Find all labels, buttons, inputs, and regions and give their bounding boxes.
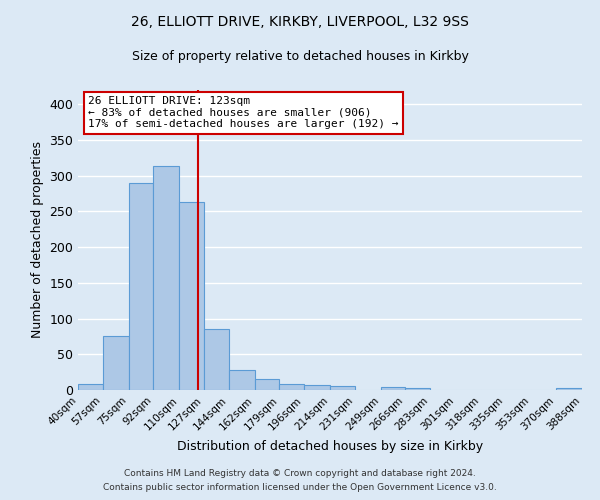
Text: 26 ELLIOTT DRIVE: 123sqm
← 83% of detached houses are smaller (906)
17% of semi-: 26 ELLIOTT DRIVE: 123sqm ← 83% of detach…: [88, 96, 398, 129]
Bar: [380, 387, 406, 390]
Bar: [556, 388, 582, 390]
Bar: [254, 380, 280, 390]
Text: Contains public sector information licensed under the Open Government Licence v3: Contains public sector information licen…: [103, 484, 497, 492]
Bar: [204, 330, 229, 390]
Bar: [229, 370, 254, 390]
Bar: [128, 183, 154, 390]
Text: Size of property relative to detached houses in Kirkby: Size of property relative to detached ho…: [131, 50, 469, 63]
Bar: [78, 384, 103, 390]
Bar: [103, 336, 128, 390]
Bar: [406, 388, 430, 390]
X-axis label: Distribution of detached houses by size in Kirkby: Distribution of detached houses by size …: [177, 440, 483, 453]
Bar: [304, 385, 330, 390]
Bar: [280, 384, 304, 390]
Text: Contains HM Land Registry data © Crown copyright and database right 2024.: Contains HM Land Registry data © Crown c…: [124, 468, 476, 477]
Text: 26, ELLIOTT DRIVE, KIRKBY, LIVERPOOL, L32 9SS: 26, ELLIOTT DRIVE, KIRKBY, LIVERPOOL, L3…: [131, 15, 469, 29]
Bar: [154, 166, 179, 390]
Bar: [330, 386, 355, 390]
Y-axis label: Number of detached properties: Number of detached properties: [31, 142, 44, 338]
Bar: [179, 202, 204, 390]
